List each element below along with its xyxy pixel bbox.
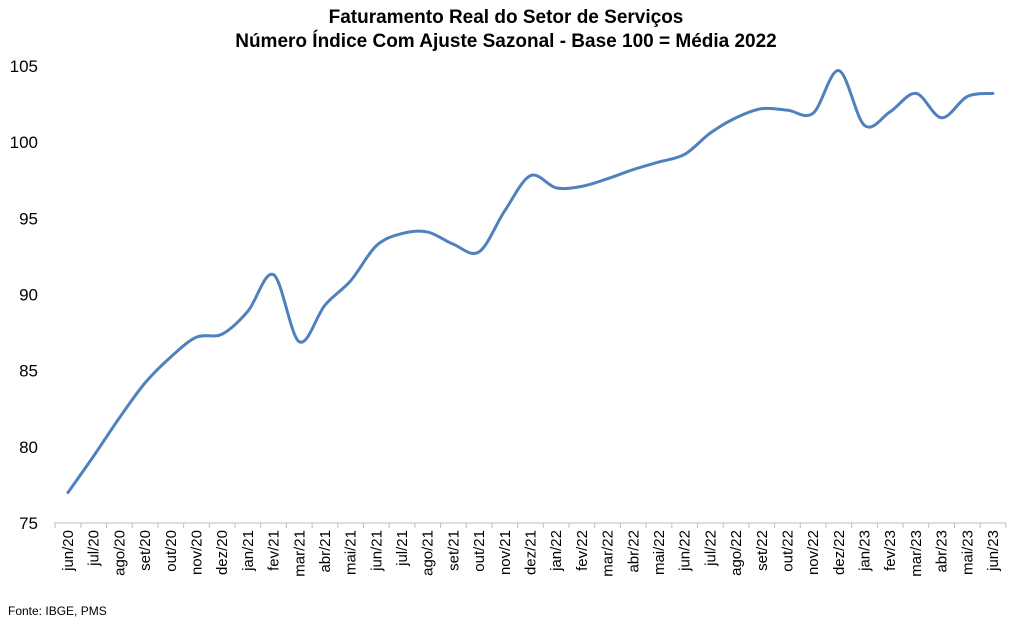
x-tick-label: ago/20	[111, 530, 128, 576]
x-tick-label: fev/23	[882, 530, 899, 571]
y-tick-label: 105	[10, 57, 38, 76]
x-tick-label: jan/21	[240, 530, 257, 572]
y-tick-label: 85	[19, 362, 38, 381]
x-tick-label: jun/20	[60, 530, 77, 572]
x-tick-label: dez/21	[523, 530, 540, 575]
x-tick-label: dez/22	[831, 530, 848, 575]
chart-subtitle: Número Índice Com Ajuste Sazonal - Base …	[235, 31, 777, 52]
x-tick-label: jul/21	[394, 530, 411, 567]
x-tick-label: mai/23	[959, 530, 976, 575]
x-tick-label: out/20	[163, 530, 180, 572]
x-tick-label: set/22	[754, 530, 771, 571]
x-tick-label: out/21	[471, 530, 488, 572]
x-tick-label: mai/21	[343, 530, 360, 575]
x-tick-label: ago/21	[420, 530, 437, 576]
x-axis-ticks: jun/20 jul/20 ago/20 set/20 out/20 nov/20 dez/…	[60, 530, 1002, 577]
x-tick-label: abr/21	[317, 530, 334, 573]
y-tick-label: 90	[19, 286, 38, 305]
x-tick-label: nov/22	[805, 530, 822, 575]
x-tick-label: jan/22	[548, 530, 565, 572]
y-tick-label: 100	[10, 133, 38, 152]
chart-title: Faturamento Real do Setor de Serviços	[328, 7, 684, 28]
x-tick-label: abr/22	[625, 530, 642, 573]
x-tick-label: jun/21	[368, 530, 385, 572]
x-tick-label: ago/22	[728, 530, 745, 576]
source-note: Fonte: IBGE, PMS	[8, 604, 107, 618]
x-tick-label: jun/22	[677, 530, 694, 572]
x-tick-label: mar/21	[291, 530, 308, 577]
x-tick-label: mar/23	[908, 530, 925, 577]
y-tick-label: 75	[19, 514, 38, 533]
x-tick-label: dez/20	[214, 530, 231, 575]
chart-title-block: Faturamento Real do Setor de Serviços Nú…	[0, 6, 1012, 54]
x-tick-label: jul/20	[86, 530, 103, 567]
y-axis-ticks: 75 80 85 90 95 100 105	[10, 57, 38, 533]
x-tick-label: set/20	[137, 530, 154, 571]
x-tick-label: abr/23	[934, 530, 951, 573]
x-tick-label: fev/22	[574, 530, 591, 571]
y-tick-label: 95	[19, 209, 38, 228]
x-tick-label: nov/20	[188, 530, 205, 575]
x-tick-label: set/21	[445, 530, 462, 571]
x-tick-label: mar/22	[600, 530, 617, 577]
x-tick-label: jul/22	[702, 530, 719, 567]
series-group	[66, 69, 995, 495]
x-tick-label: jun/23	[985, 530, 1002, 572]
x-tick-label: jan/23	[857, 530, 874, 572]
x-tick-label: mai/22	[651, 530, 668, 575]
series-line	[66, 69, 995, 495]
x-tick-label: nov/21	[497, 530, 514, 575]
y-tick-label: 80	[19, 438, 38, 457]
x-tick-label: out/22	[779, 530, 796, 572]
x-tick-label: fev/21	[266, 530, 283, 571]
x-axis	[54, 522, 1007, 528]
